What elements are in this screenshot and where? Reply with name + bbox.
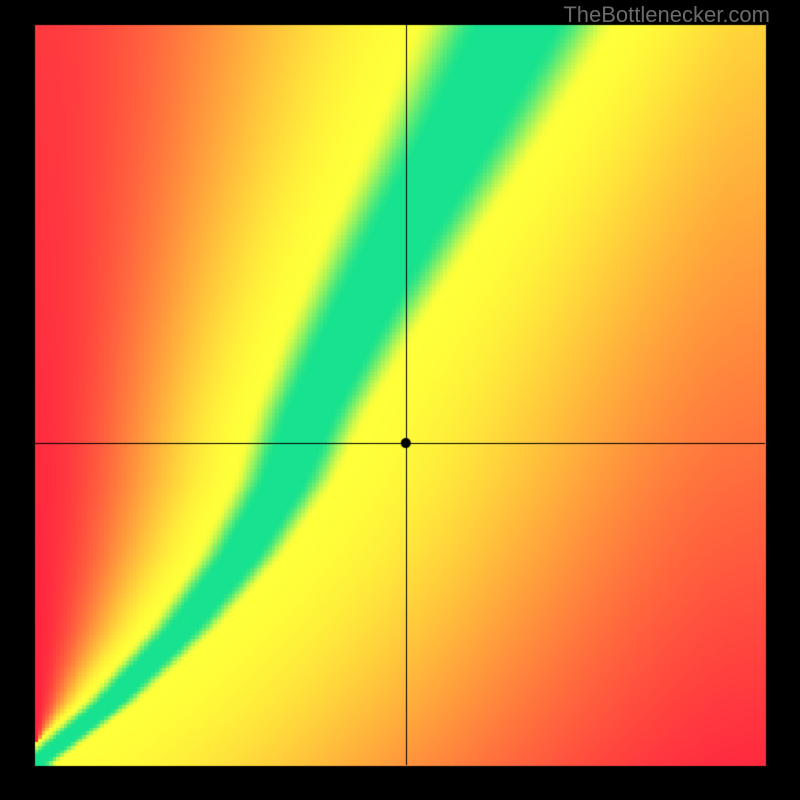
bottleneck-heatmap — [0, 0, 800, 800]
watermark-text: TheBottlenecker.com — [563, 2, 770, 28]
